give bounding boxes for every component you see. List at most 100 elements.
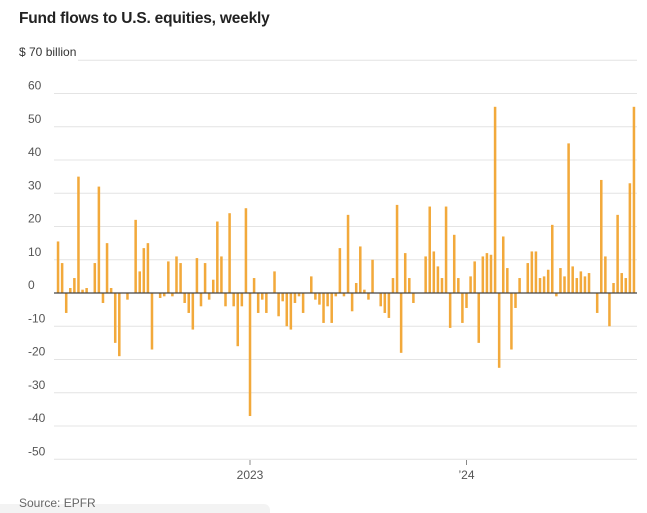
bar xyxy=(567,143,570,294)
bar xyxy=(628,183,632,293)
bar xyxy=(604,256,607,293)
bar xyxy=(461,293,464,323)
bar xyxy=(514,293,517,308)
bar xyxy=(273,271,276,293)
bar xyxy=(105,243,109,294)
bar xyxy=(383,293,387,313)
bar xyxy=(546,269,550,293)
bar xyxy=(138,271,141,293)
bar xyxy=(379,293,382,307)
bar xyxy=(216,221,219,293)
bar xyxy=(69,288,72,293)
bar xyxy=(448,293,452,328)
y-tick-label: -50 xyxy=(28,444,46,458)
bar xyxy=(632,106,636,293)
bar xyxy=(285,293,289,327)
bar xyxy=(118,293,121,357)
y-tick-label: 40 xyxy=(28,145,42,159)
bar xyxy=(555,293,558,297)
bar xyxy=(183,293,186,303)
bar xyxy=(473,261,476,293)
bar xyxy=(265,293,268,313)
bar xyxy=(56,241,60,293)
bar xyxy=(408,278,411,293)
bar xyxy=(501,236,505,293)
x-tick-labels: 2023 ’24 xyxy=(237,460,475,482)
bar xyxy=(113,293,117,343)
gridlines xyxy=(54,59,637,460)
bar xyxy=(232,293,235,307)
bar xyxy=(399,293,403,353)
bar xyxy=(583,276,587,294)
y-tick-label: -30 xyxy=(28,378,46,392)
bar xyxy=(330,293,333,323)
bar xyxy=(293,293,297,303)
bar xyxy=(542,276,546,294)
bar xyxy=(310,276,313,294)
bar xyxy=(571,266,574,293)
browser-overlay-strip xyxy=(0,504,270,513)
y-axis-unit-label: $ 70 billion xyxy=(19,45,76,59)
bar xyxy=(489,254,493,293)
bar xyxy=(506,268,509,293)
bar xyxy=(510,293,513,350)
bar xyxy=(350,293,354,312)
bar xyxy=(187,293,191,313)
bar xyxy=(559,268,562,293)
bar xyxy=(595,293,599,313)
bar xyxy=(403,253,407,293)
bar xyxy=(191,293,195,330)
bar xyxy=(297,293,301,297)
bar xyxy=(301,293,305,313)
y-tick-label: 50 xyxy=(28,112,42,126)
bar xyxy=(391,278,395,293)
bar xyxy=(60,263,64,293)
bar xyxy=(97,186,101,293)
y-tick-labels: 60 50 40 30 20 10 0 -10 -20 -30 -40 -50 xyxy=(28,79,46,459)
bar xyxy=(150,293,154,350)
bar xyxy=(412,293,415,303)
bar xyxy=(146,243,150,294)
bar xyxy=(203,263,207,293)
bar xyxy=(338,248,342,293)
bar xyxy=(228,213,231,293)
bar xyxy=(440,278,444,293)
bar xyxy=(126,293,129,300)
bar xyxy=(73,278,76,293)
bar xyxy=(538,278,542,293)
bar xyxy=(395,204,399,293)
bar xyxy=(93,263,97,293)
bar xyxy=(179,263,182,293)
x-tick-label: ’24 xyxy=(458,468,474,482)
y-tick-label: -20 xyxy=(28,345,46,359)
bar xyxy=(134,219,137,293)
chart-title: Fund flows to U.S. equities, weekly xyxy=(19,10,270,27)
bar xyxy=(620,273,623,293)
bar xyxy=(346,214,350,293)
bar xyxy=(367,293,370,300)
bar xyxy=(322,293,325,323)
bar xyxy=(534,251,538,293)
x-tick-label: 2023 xyxy=(237,468,264,482)
bar xyxy=(575,278,579,293)
bar xyxy=(354,283,358,293)
bar xyxy=(432,251,436,293)
bar xyxy=(608,293,611,327)
bar xyxy=(220,256,223,293)
bar xyxy=(77,176,80,294)
y-tick-label: 30 xyxy=(28,178,42,192)
bar xyxy=(244,208,248,293)
bar xyxy=(481,256,485,293)
bar xyxy=(485,253,489,293)
bar xyxy=(526,263,530,293)
bar xyxy=(493,106,497,293)
bars xyxy=(54,106,637,417)
bar xyxy=(587,273,591,293)
bar xyxy=(624,278,628,293)
bar xyxy=(85,288,88,293)
bar xyxy=(600,179,603,293)
bar xyxy=(142,248,146,293)
bar xyxy=(252,278,256,293)
bar xyxy=(371,259,374,293)
y-tick-label: -10 xyxy=(28,311,46,325)
